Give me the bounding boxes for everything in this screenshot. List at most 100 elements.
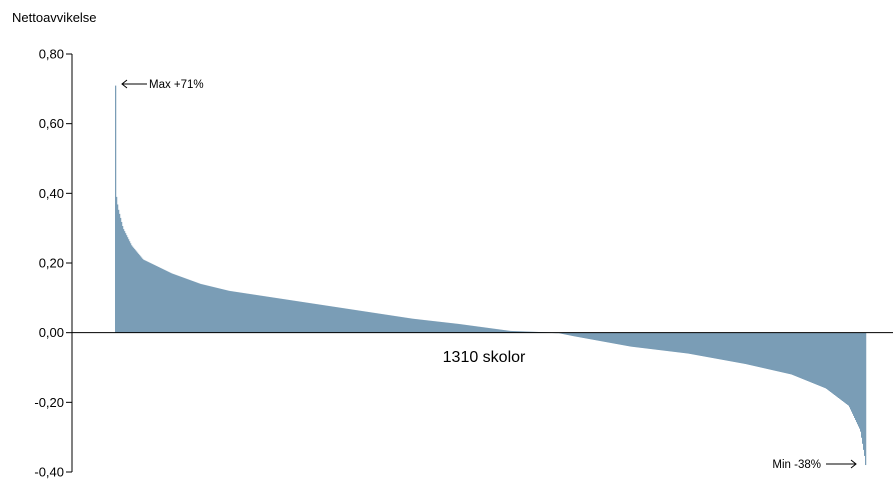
bar — [403, 317, 405, 333]
bar — [528, 331, 530, 333]
bar — [623, 332, 625, 346]
bar — [695, 332, 697, 355]
bar — [293, 300, 295, 333]
bar — [650, 332, 652, 349]
bar — [715, 332, 717, 359]
bar — [388, 315, 390, 333]
bar — [590, 332, 592, 340]
bar — [656, 332, 658, 350]
bar — [494, 328, 496, 333]
bar — [607, 332, 609, 343]
bar — [856, 332, 858, 423]
bar — [596, 332, 598, 341]
bar — [617, 332, 619, 345]
bar — [208, 285, 210, 333]
bar — [789, 332, 791, 375]
bar — [484, 327, 486, 333]
bar — [726, 332, 728, 361]
bar — [172, 273, 174, 333]
bar — [347, 308, 349, 333]
bar — [743, 332, 745, 364]
bar — [408, 318, 410, 333]
bar — [461, 324, 463, 333]
bar — [771, 332, 773, 370]
y-tick-label: -0,20 — [34, 395, 64, 410]
bar — [116, 196, 118, 333]
bar — [756, 332, 758, 367]
bar — [706, 332, 708, 357]
bars — [115, 85, 867, 466]
bar — [714, 332, 716, 359]
bar — [309, 303, 311, 333]
bar — [815, 332, 817, 385]
bar — [409, 318, 411, 333]
bar — [835, 332, 837, 396]
bar — [517, 331, 519, 333]
bar — [129, 241, 131, 333]
bar — [862, 332, 864, 444]
bar — [431, 320, 433, 333]
bar — [326, 305, 328, 333]
bar — [527, 331, 529, 333]
bar — [671, 332, 673, 352]
bar — [479, 326, 481, 333]
bar — [268, 296, 270, 333]
bar — [496, 329, 498, 333]
bar — [364, 311, 366, 333]
bar — [843, 332, 845, 402]
bar — [137, 252, 139, 333]
bar — [672, 332, 674, 352]
bar — [407, 317, 409, 333]
bar — [655, 332, 657, 350]
bar — [181, 276, 183, 333]
bar — [473, 325, 475, 333]
bar — [256, 295, 258, 333]
bar — [586, 332, 588, 339]
bar — [506, 330, 508, 333]
bar — [802, 332, 804, 379]
bar — [224, 289, 226, 333]
bar — [264, 296, 266, 333]
bar — [125, 233, 127, 333]
bar — [821, 332, 823, 387]
bar — [330, 306, 332, 333]
bar — [481, 327, 483, 333]
bar — [776, 332, 778, 372]
bar — [297, 301, 299, 333]
bar — [130, 243, 132, 333]
bar — [482, 327, 484, 333]
bar — [422, 319, 424, 333]
bar — [841, 332, 843, 401]
bar — [171, 273, 173, 333]
bar — [819, 332, 821, 386]
bar — [236, 291, 238, 333]
bar — [584, 332, 586, 339]
bar — [454, 323, 456, 333]
bar — [591, 332, 593, 340]
bar — [197, 282, 199, 333]
bar — [665, 332, 667, 351]
bar — [732, 332, 734, 362]
bar — [160, 267, 162, 333]
bar — [657, 332, 659, 350]
bar — [313, 303, 315, 333]
bar — [127, 237, 129, 333]
bar — [379, 313, 381, 333]
bar — [221, 289, 223, 333]
bar — [201, 284, 203, 333]
bar — [723, 332, 725, 361]
bar — [283, 299, 285, 333]
bar — [128, 239, 130, 333]
bar — [310, 303, 312, 333]
bar — [761, 332, 763, 368]
y-tick-label: 0,80 — [39, 47, 64, 62]
bar — [833, 332, 835, 395]
bar — [434, 321, 436, 333]
bar — [599, 332, 601, 341]
bar — [165, 270, 167, 333]
bar — [818, 332, 820, 386]
bar — [658, 332, 660, 350]
bar — [281, 298, 283, 333]
bar — [217, 288, 219, 333]
bar — [180, 276, 182, 333]
